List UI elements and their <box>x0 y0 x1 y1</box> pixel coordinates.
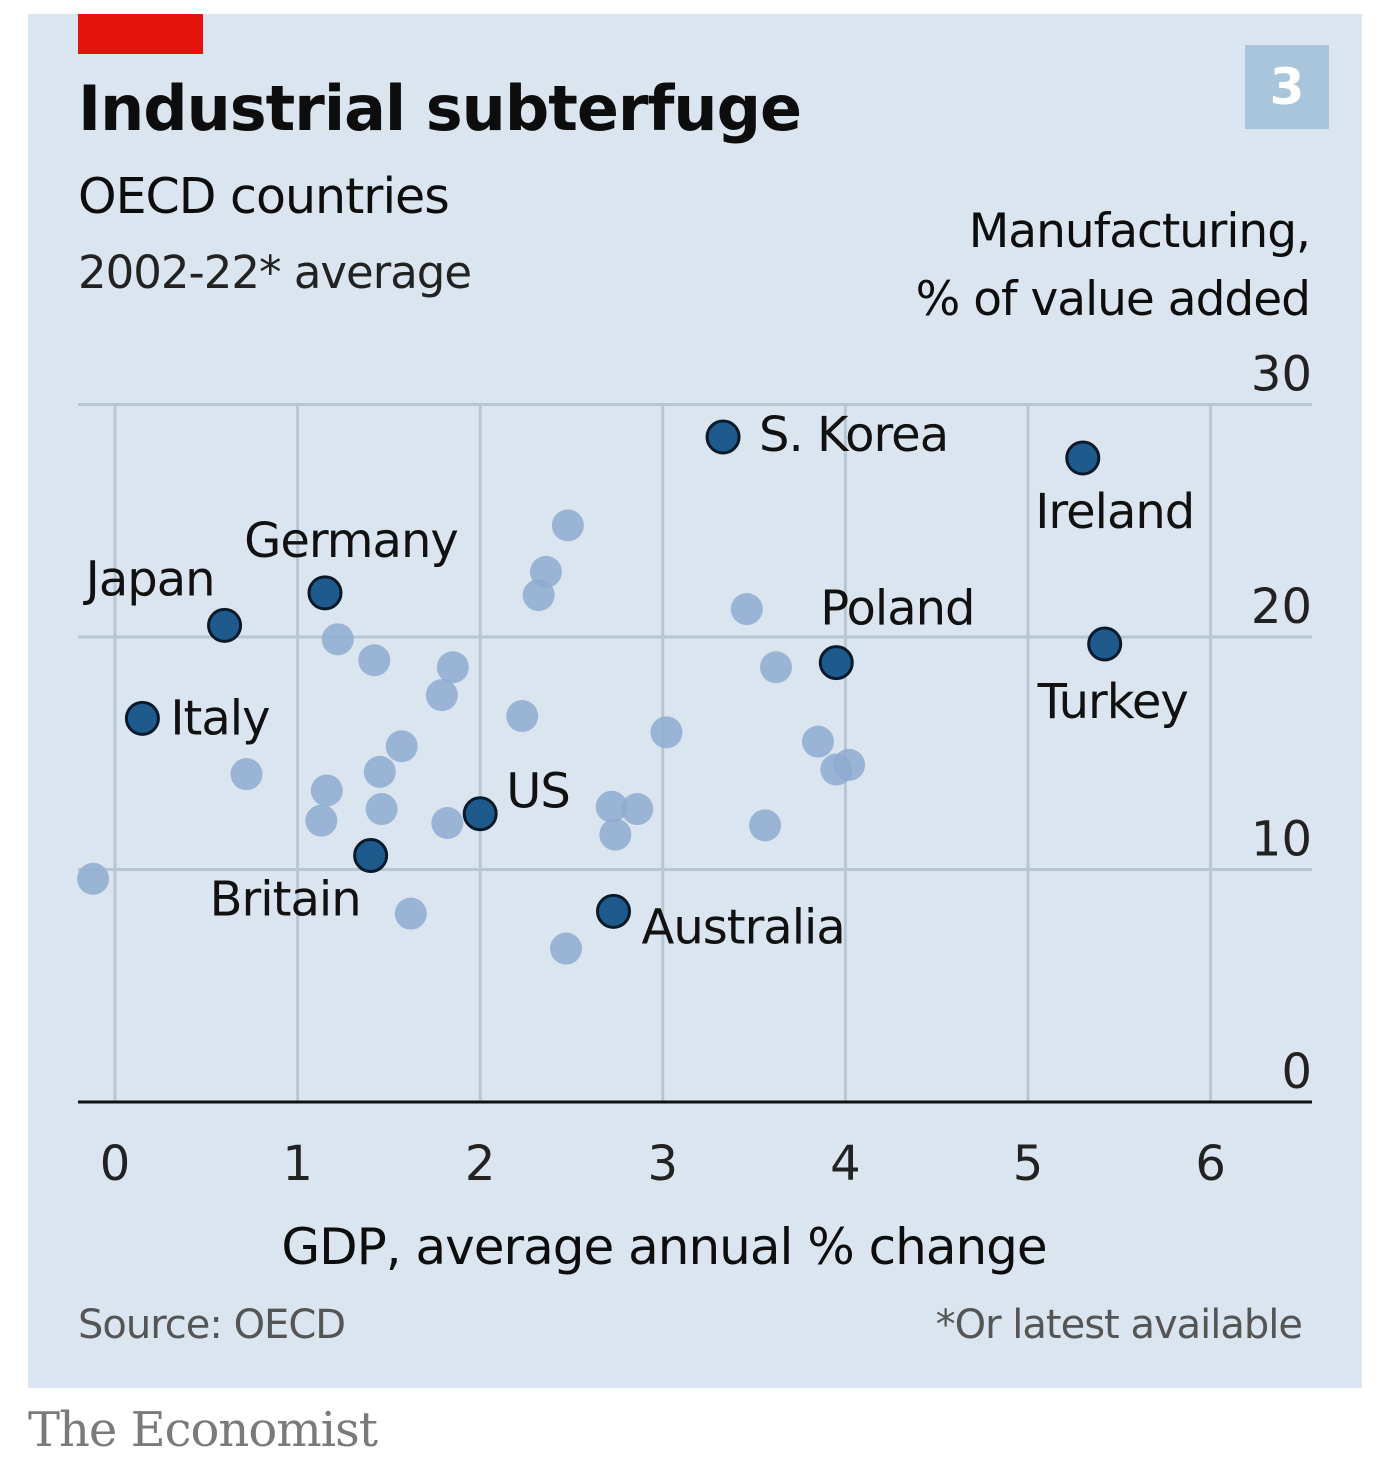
y-tick-label: 0 <box>1281 1044 1312 1100</box>
data-point <box>305 804 338 837</box>
data-point-highlighted <box>207 607 243 643</box>
data-point <box>431 807 464 839</box>
data-point <box>230 758 263 791</box>
brand-red-tag <box>78 14 203 54</box>
data-point <box>599 818 632 851</box>
footnote: *Or latest available <box>935 1302 1303 1348</box>
data-point <box>550 932 583 965</box>
data-point-highlighted <box>595 893 631 929</box>
data-point-highlighted <box>818 645 854 681</box>
y-axis-label-line-2: % of value added <box>915 272 1311 327</box>
point-label: Ireland <box>1035 484 1194 540</box>
data-point <box>321 623 354 656</box>
point-label: Britain <box>210 872 361 928</box>
data-point <box>436 651 469 684</box>
data-point <box>730 593 763 626</box>
publisher-logo: The Economist <box>28 1402 378 1458</box>
x-tick-label: 6 <box>1195 1136 1226 1192</box>
x-axis-label: GDP, average annual % change <box>281 1218 1046 1276</box>
data-point-highlighted <box>124 700 160 736</box>
x-tick-label: 3 <box>648 1136 679 1192</box>
data-point <box>385 730 418 763</box>
data-point <box>595 790 628 823</box>
point-labels: S. Korea Ireland Germany Japan Poland Turkey I… <box>83 407 1196 955</box>
x-tick-label: 1 <box>282 1136 313 1192</box>
data-point <box>358 644 391 677</box>
data-point <box>760 651 793 684</box>
point-label: S. Korea <box>759 407 948 463</box>
data-points <box>77 419 1123 965</box>
x-tick-label: 2 <box>465 1136 496 1192</box>
grid-lines <box>78 403 1312 1102</box>
data-point-highlighted <box>353 838 389 874</box>
data-point <box>310 774 343 807</box>
data-point <box>363 755 396 788</box>
chart-panel <box>28 14 1362 1388</box>
data-point-highlighted <box>1065 440 1101 476</box>
chart-number-badge: 3 <box>1245 45 1329 129</box>
data-point <box>749 809 782 842</box>
data-point <box>802 725 835 758</box>
x-tick-label: 5 <box>1013 1136 1044 1192</box>
data-point <box>650 716 683 749</box>
data-point <box>77 862 110 895</box>
data-point <box>522 579 555 612</box>
data-point <box>820 753 853 786</box>
point-label: Australia <box>641 899 844 955</box>
point-label: Poland <box>820 581 974 637</box>
point-label: Turkey <box>1037 674 1188 730</box>
source-note: Source: OECD <box>78 1302 346 1348</box>
y-tick-label: 30 <box>1251 347 1312 403</box>
point-label: Japan <box>83 551 215 607</box>
y-axis-label: Manufacturing, % of value added <box>915 198 1311 334</box>
data-point <box>425 679 458 712</box>
data-point <box>394 897 427 930</box>
point-label: Germany <box>244 513 458 569</box>
data-point-highlighted <box>705 419 741 455</box>
data-point-highlighted <box>307 575 343 611</box>
data-point-highlighted <box>1087 626 1123 662</box>
data-point <box>551 509 584 542</box>
data-point <box>506 700 539 733</box>
data-point <box>621 793 654 826</box>
y-tick-label: 20 <box>1251 579 1312 635</box>
chart-period: 2002-22* average <box>78 246 472 299</box>
data-point-highlighted <box>462 796 498 832</box>
y-tick-label: 10 <box>1251 812 1312 868</box>
chart-title: Industrial subterfuge <box>78 72 802 145</box>
chart-subtitle: OECD countries <box>78 168 450 225</box>
x-tick-label: 0 <box>100 1136 131 1192</box>
data-point <box>365 793 398 826</box>
point-label: US <box>506 764 570 820</box>
point-label: Italy <box>170 690 269 746</box>
x-tick-label: 4 <box>830 1136 861 1192</box>
y-axis-label-line-1: Manufacturing, <box>968 204 1311 259</box>
